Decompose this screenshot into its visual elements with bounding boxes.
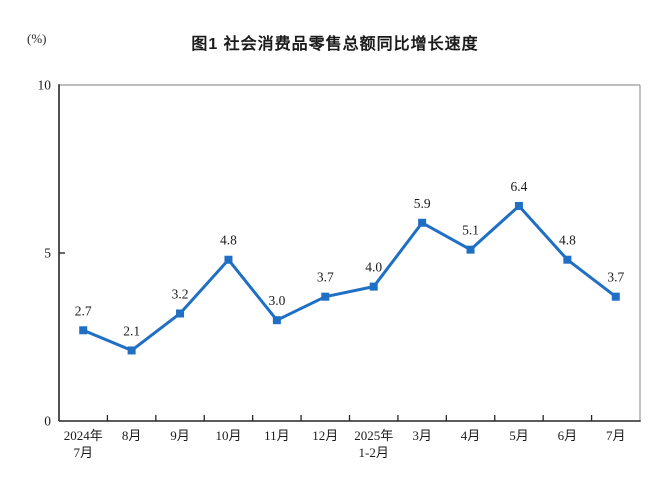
data-point-marker	[79, 326, 88, 335]
x-axis-label: 1-2月	[359, 445, 389, 460]
x-axis-label: 11月	[264, 428, 290, 443]
chart-title: 图1 社会消费品零售总额同比增长速度	[191, 36, 479, 53]
data-point-marker	[563, 255, 572, 264]
data-point-marker	[272, 316, 281, 325]
y-axis-tick-label: 5	[44, 246, 51, 261]
x-axis-label: 9月	[170, 428, 190, 443]
x-axis-label: 2024年	[64, 428, 103, 443]
y-axis-unit-label: (%)	[27, 31, 47, 46]
data-point-label: 5.9	[414, 196, 431, 211]
data-point-marker	[127, 346, 136, 355]
data-point-label: 2.1	[123, 323, 140, 338]
data-point-marker	[514, 201, 523, 210]
data-point-label: 3.7	[317, 270, 334, 285]
x-axis-label: 8月	[122, 428, 142, 443]
x-axis-label: 10月	[215, 428, 241, 443]
data-point-marker	[466, 245, 475, 254]
data-point-label: 4.8	[559, 233, 576, 248]
x-axis-label: 2025年	[354, 428, 393, 443]
data-point-label: 5.1	[462, 223, 479, 238]
data-point-label: 3.0	[268, 293, 285, 308]
y-axis-tick-label: 10	[38, 78, 52, 93]
data-point-label: 4.8	[220, 233, 237, 248]
data-point-label: 3.7	[607, 270, 624, 285]
x-axis-label: 5月	[509, 428, 529, 443]
data-point-marker	[418, 218, 427, 227]
data-point-label: 6.4	[511, 179, 528, 194]
data-point-marker	[224, 255, 233, 264]
data-series-line	[81, 204, 618, 352]
x-axis-label: 7月	[73, 445, 93, 460]
data-point-label: 3.2	[172, 286, 189, 301]
data-point-label: 2.7	[75, 303, 92, 318]
data-point-marker	[369, 282, 378, 291]
x-axis-label: 3月	[412, 428, 432, 443]
x-axis-label: 6月	[558, 428, 578, 443]
y-axis-tick-label: 0	[44, 414, 51, 429]
x-axis-label: 12月	[312, 428, 338, 443]
data-point-marker	[176, 309, 185, 318]
x-axis-label: 7月	[606, 428, 626, 443]
data-point-marker	[321, 292, 330, 301]
x-axis-label: 4月	[461, 428, 481, 443]
data-point-label: 4.0	[365, 260, 382, 275]
data-point-marker	[611, 292, 620, 301]
